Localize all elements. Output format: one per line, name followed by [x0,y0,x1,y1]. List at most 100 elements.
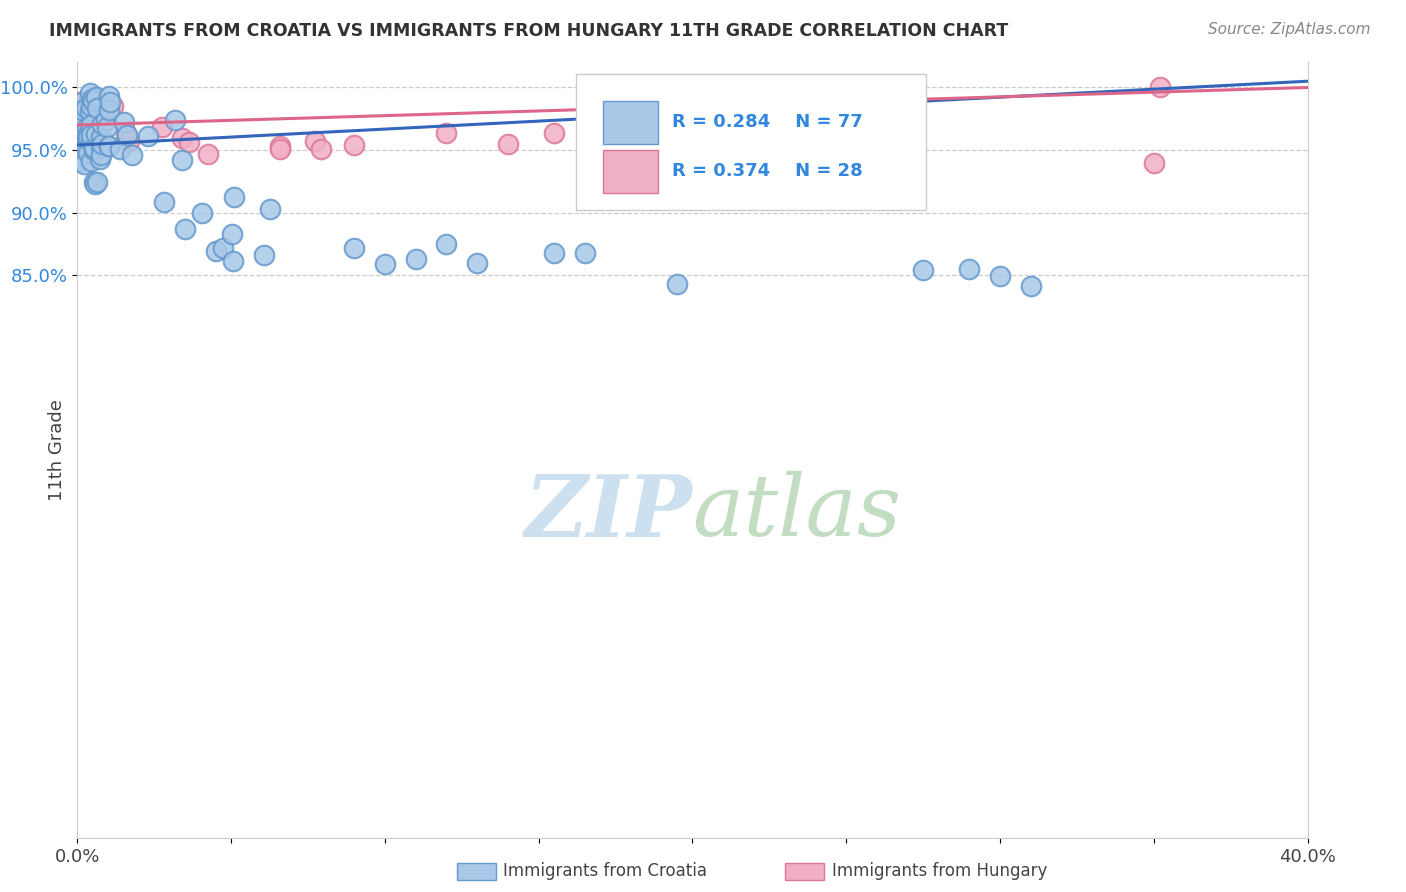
Point [101,99,124,113]
Point [90,130,112,145]
Point [221,254,243,268]
Point [170,153,193,168]
Point [69,114,91,128]
Point [988,268,1011,283]
FancyBboxPatch shape [603,101,658,144]
Point [80,134,103,148]
Point [76,131,98,145]
Point [121,148,143,162]
Point [73,157,96,171]
Point [98,103,121,117]
Point [912,263,935,277]
Point [259,202,281,216]
Text: Immigrants from Croatia: Immigrants from Croatia [503,863,707,880]
Point [79,154,101,169]
Y-axis label: 11th Grade: 11th Grade [48,400,66,501]
Point [83,143,105,157]
Point [80,99,103,113]
Point [69,136,91,150]
Point [79,87,101,101]
Text: IMMIGRANTS FROM CROATIA VS IMMIGRANTS FROM HUNGARY 11TH GRADE CORRELATION CHART: IMMIGRANTS FROM CROATIA VS IMMIGRANTS FR… [49,22,1008,40]
Point [96,120,118,135]
Point [83,174,105,188]
Point [72,125,94,139]
Text: atlas: atlas [693,471,901,554]
Point [69,130,91,145]
Point [269,138,291,153]
Point [89,152,111,166]
Point [221,227,243,242]
Point [77,129,100,144]
Point [80,126,103,140]
Point [97,89,120,103]
Point [84,127,107,141]
Point [70,95,93,109]
Point [84,89,107,103]
Point [86,176,108,190]
Point [69,118,91,132]
Point [651,140,673,154]
Point [436,126,458,140]
Point [76,127,98,141]
Point [69,95,91,110]
Point [75,101,97,115]
Point [309,142,332,156]
Point [76,145,98,160]
FancyBboxPatch shape [603,150,658,193]
Point [1143,155,1166,169]
Point [69,108,91,122]
Point [87,140,110,154]
Point [76,130,98,145]
Point [174,222,197,236]
Point [72,103,94,118]
Point [115,128,138,142]
Point [589,138,612,153]
Point [205,244,228,258]
Point [118,134,141,148]
Point [163,113,186,128]
Point [543,126,565,140]
Point [69,154,91,169]
Point [304,134,326,148]
Point [343,138,366,153]
Point [170,130,193,145]
Point [574,246,596,260]
Point [269,142,291,156]
Point [90,148,112,162]
Point [80,116,103,130]
Point [75,143,97,157]
Point [73,126,96,140]
Point [150,120,173,135]
Point [112,114,135,128]
Point [136,128,159,143]
Point [110,142,132,156]
Point [91,117,114,131]
Point [97,138,120,153]
Point [90,136,112,151]
Point [76,120,98,135]
Point [83,143,105,157]
Point [957,261,980,276]
FancyBboxPatch shape [575,74,927,210]
Point [73,130,96,145]
Point [1019,279,1042,293]
Point [83,141,105,155]
Point [436,237,458,252]
Point [543,246,565,260]
Point [115,126,138,140]
Point [98,95,121,109]
Point [80,118,103,132]
Point [82,94,104,108]
Point [80,128,103,143]
Text: ZIP: ZIP [524,471,693,554]
Point [86,101,108,115]
Point [374,257,396,271]
Point [75,139,97,153]
Point [84,178,107,192]
Point [153,195,176,210]
Point [98,139,121,153]
Point [191,206,214,220]
Point [94,113,117,128]
Point [177,136,200,150]
Point [465,256,488,270]
